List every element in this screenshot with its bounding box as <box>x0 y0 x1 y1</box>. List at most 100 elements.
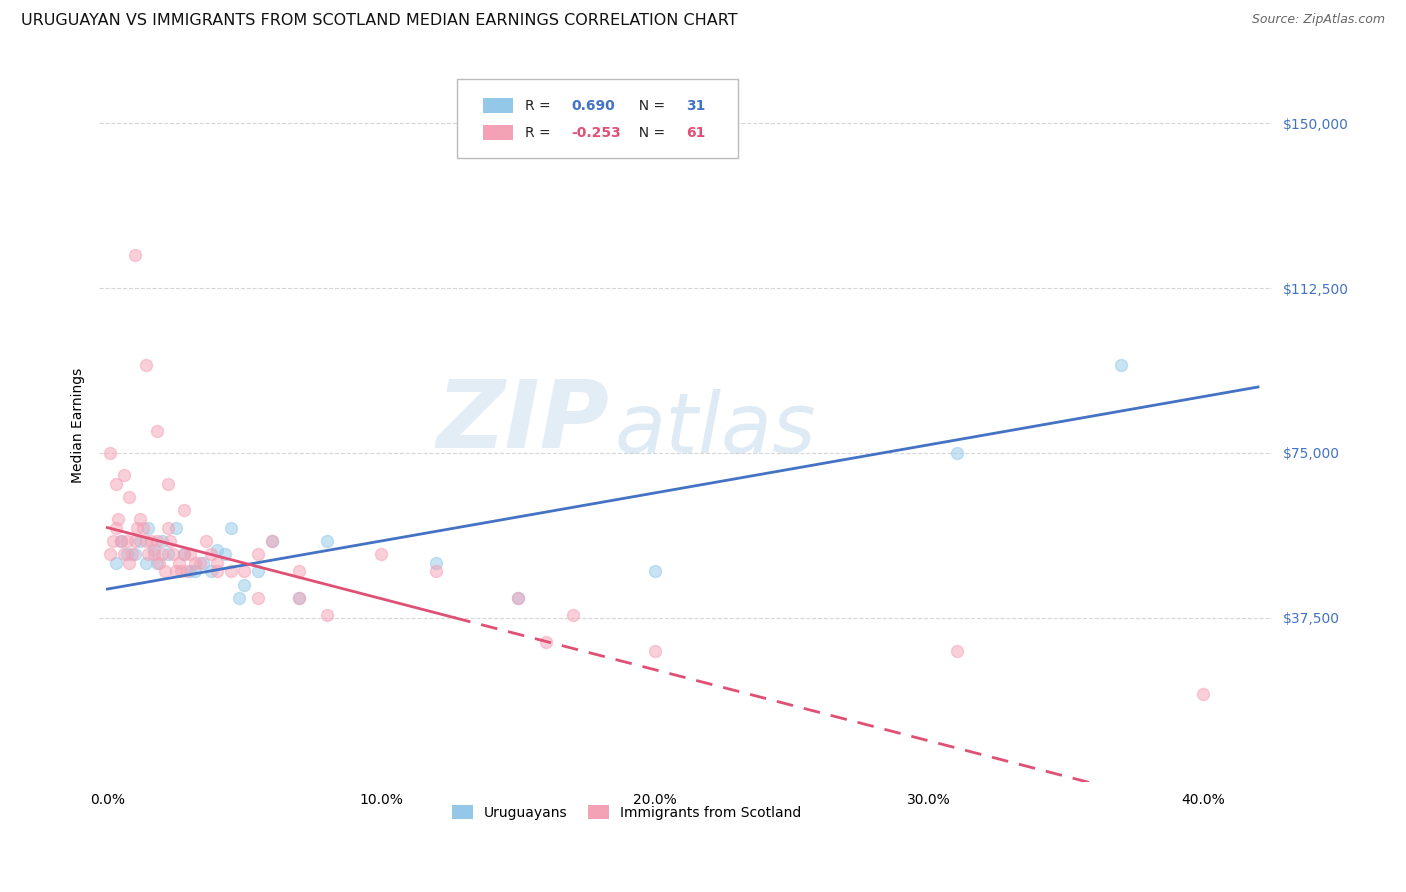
Point <box>945 446 967 460</box>
Point <box>508 591 530 605</box>
Point <box>129 533 152 548</box>
Text: Source: ZipAtlas.com: Source: ZipAtlas.com <box>1251 13 1385 27</box>
Point <box>138 520 160 534</box>
Point <box>1192 688 1215 702</box>
Point <box>260 533 283 548</box>
Point <box>101 533 124 548</box>
Point <box>205 565 228 579</box>
Point <box>112 467 135 482</box>
Point <box>228 591 250 605</box>
Point <box>156 520 179 534</box>
Text: ZIP: ZIP <box>436 376 609 468</box>
Point <box>184 556 207 570</box>
Point <box>153 565 176 579</box>
Point <box>247 591 270 605</box>
FancyBboxPatch shape <box>482 98 513 113</box>
Point <box>176 565 198 579</box>
Text: 61: 61 <box>686 126 706 140</box>
Point <box>104 520 127 534</box>
Text: N =: N = <box>630 126 669 140</box>
Point <box>135 533 157 548</box>
Point <box>247 565 270 579</box>
Point <box>156 547 179 561</box>
Y-axis label: Median Earnings: Median Earnings <box>72 368 86 483</box>
Point <box>173 547 195 561</box>
Text: R =: R = <box>524 99 555 112</box>
Point <box>145 424 167 438</box>
Point <box>112 547 135 561</box>
Point <box>129 512 152 526</box>
FancyBboxPatch shape <box>457 79 738 158</box>
Text: URUGUAYAN VS IMMIGRANTS FROM SCOTLAND MEDIAN EARNINGS CORRELATION CHART: URUGUAYAN VS IMMIGRANTS FROM SCOTLAND ME… <box>21 13 738 29</box>
Point <box>167 556 190 570</box>
Point <box>644 565 666 579</box>
Point <box>165 520 187 534</box>
Point <box>150 547 173 561</box>
Point <box>98 446 121 460</box>
Point <box>945 643 967 657</box>
Point <box>315 533 337 548</box>
Point <box>233 577 256 591</box>
FancyBboxPatch shape <box>482 125 513 140</box>
Point <box>425 565 447 579</box>
Point <box>233 565 256 579</box>
Point <box>1109 358 1132 372</box>
Point <box>141 533 163 548</box>
Point <box>260 533 283 548</box>
Point <box>219 565 242 579</box>
Point <box>118 490 141 504</box>
Point <box>508 591 530 605</box>
Point <box>142 547 165 561</box>
Point <box>179 547 201 561</box>
Point <box>315 608 337 623</box>
Text: R =: R = <box>524 126 555 140</box>
Point <box>104 476 127 491</box>
Point <box>118 556 141 570</box>
Point <box>110 533 132 548</box>
Point <box>156 476 179 491</box>
Point <box>200 565 222 579</box>
Point <box>115 533 138 548</box>
Point <box>98 547 121 561</box>
Point <box>150 533 173 548</box>
Point <box>145 533 167 548</box>
Point <box>194 533 217 548</box>
Text: atlas: atlas <box>614 389 817 469</box>
Text: -0.253: -0.253 <box>572 126 621 140</box>
Point <box>288 565 311 579</box>
Legend: Uruguayans, Immigrants from Scotland: Uruguayans, Immigrants from Scotland <box>447 799 807 825</box>
Point <box>425 556 447 570</box>
Point <box>107 512 129 526</box>
Point <box>165 565 187 579</box>
Text: N =: N = <box>630 99 669 112</box>
Text: 31: 31 <box>686 99 706 112</box>
Point <box>288 591 311 605</box>
Point <box>127 520 149 534</box>
Point <box>148 556 170 570</box>
Point <box>562 608 585 623</box>
Point <box>288 591 311 605</box>
Point <box>173 503 195 517</box>
Point <box>205 542 228 557</box>
Point <box>104 556 127 570</box>
Point <box>200 547 222 561</box>
Point <box>135 556 157 570</box>
Point <box>110 533 132 548</box>
Point <box>170 565 193 579</box>
Point <box>121 547 143 561</box>
Text: 0.690: 0.690 <box>572 99 616 112</box>
Point <box>115 547 138 561</box>
Point <box>214 547 236 561</box>
Point <box>190 556 212 570</box>
Point <box>370 547 392 561</box>
Point <box>162 547 184 561</box>
Point <box>247 547 270 561</box>
Point <box>124 248 146 262</box>
Point <box>132 520 155 534</box>
Point <box>219 520 242 534</box>
Point <box>145 556 167 570</box>
Point <box>135 358 157 372</box>
Point <box>124 547 146 561</box>
Point <box>142 542 165 557</box>
Point <box>644 643 666 657</box>
